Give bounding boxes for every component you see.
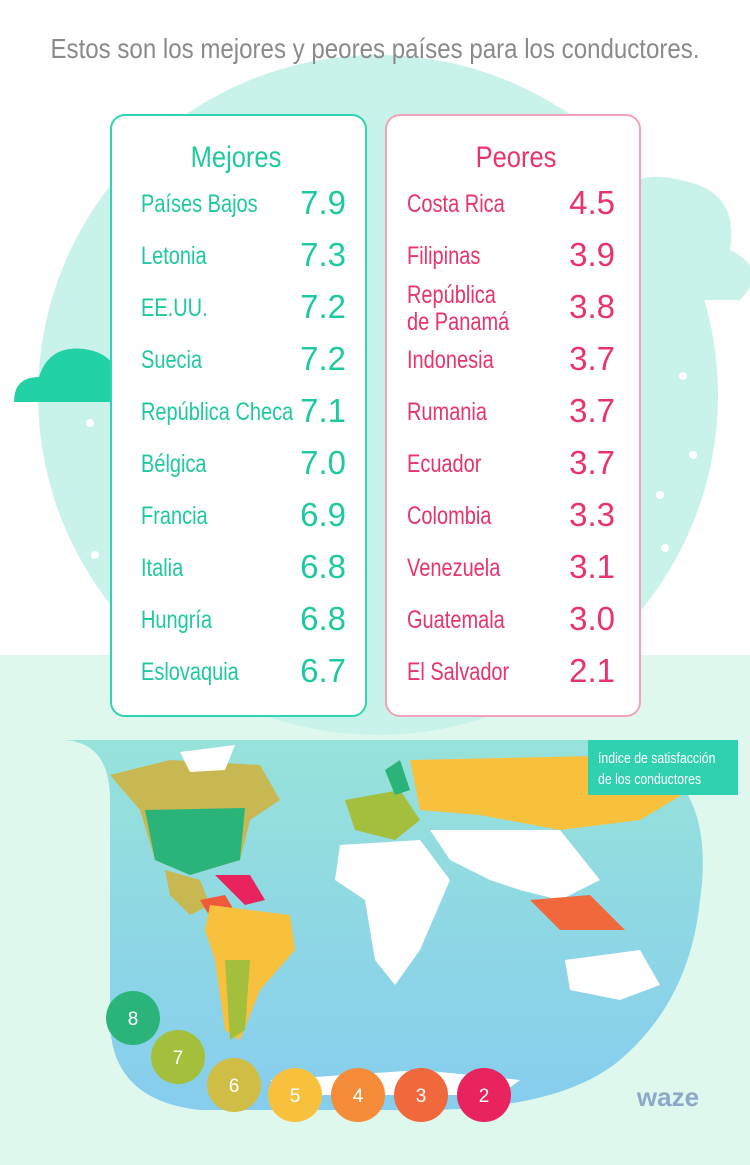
scale-dot: [151, 1030, 205, 1084]
country-name: Rumania: [407, 398, 487, 426]
scale-label: 2: [479, 1086, 490, 1107]
legend-title: de los conductores: [598, 771, 701, 787]
country-name: Letonia: [141, 242, 207, 270]
country-name: República: [407, 281, 496, 309]
country-name: Suecia: [141, 346, 202, 374]
score: 3.8: [569, 288, 615, 325]
score: 6.7: [300, 652, 346, 689]
scale-dot: [394, 1068, 448, 1122]
scale-label: 6: [229, 1076, 240, 1097]
country-name: Costa Rica: [407, 190, 505, 218]
score: 2.1: [569, 652, 615, 689]
legend-title: índice de satisfacción: [598, 750, 715, 766]
country-name: Ecuador: [407, 450, 482, 478]
score: 3.0: [569, 600, 615, 637]
score: 3.3: [569, 496, 615, 533]
legend-box: [588, 740, 738, 795]
score-scale: 8 7 6 5 4 3 2: [106, 991, 511, 1122]
score: 7.3: [300, 236, 346, 273]
scale-label: 7: [173, 1048, 184, 1069]
worst-panel: [385, 114, 641, 717]
country-name: Filipinas: [407, 242, 480, 270]
brand-logo: waze: [636, 1082, 699, 1112]
country-name: Indonesia: [407, 346, 494, 374]
country-name: EE.UU.: [141, 294, 208, 322]
scale-dot: [457, 1068, 511, 1122]
title: Estos son los mejores y peores países pa…: [50, 32, 699, 64]
country-name: Italia: [141, 554, 184, 582]
scale-label: 5: [290, 1086, 301, 1107]
score: 6.9: [300, 496, 346, 533]
score: 6.8: [300, 548, 346, 585]
score: 6.8: [300, 600, 346, 637]
score: 4.5: [569, 184, 615, 221]
worst-heading: Peores: [476, 140, 557, 173]
sparkles: [36, 372, 697, 559]
country-name: República Checa: [141, 398, 294, 426]
score: 7.2: [300, 340, 346, 377]
country-name: de Panamá: [407, 308, 510, 336]
country-name: Venezuela: [407, 554, 501, 582]
score: 3.9: [569, 236, 615, 273]
score: 7.9: [300, 184, 346, 221]
score: 7.1: [300, 392, 346, 429]
country-name: Eslovaquia: [141, 658, 239, 686]
country-name: Colombia: [407, 502, 492, 530]
best-heading: Mejores: [191, 140, 282, 173]
score: 3.7: [569, 444, 615, 481]
score: 7.0: [300, 444, 346, 481]
score: 7.2: [300, 288, 346, 325]
scale-dot: [106, 991, 160, 1045]
score: 3.7: [569, 340, 615, 377]
country-name: Guatemala: [407, 606, 505, 634]
country-name: Hungría: [141, 606, 212, 634]
best-panel: [110, 114, 367, 717]
scale-dot: [207, 1058, 261, 1112]
score-rows: Países Bajos 7.9 Letonia 7.3 EE.UU. 7.2 Suecia…: [141, 184, 615, 689]
score: 3.7: [569, 392, 615, 429]
scale-label: 3: [416, 1086, 427, 1107]
score: 3.1: [569, 548, 615, 585]
scale-label: 4: [353, 1086, 364, 1107]
country-name: Francia: [141, 502, 208, 530]
country-name: Bélgica: [141, 450, 207, 478]
scale-label: 8: [128, 1009, 139, 1030]
cloud: [14, 348, 141, 402]
scale-dot: [331, 1068, 385, 1122]
country-name: El Salvador: [407, 658, 510, 686]
country-name: Países Bajos: [141, 190, 258, 218]
scale-dot: [268, 1068, 322, 1122]
